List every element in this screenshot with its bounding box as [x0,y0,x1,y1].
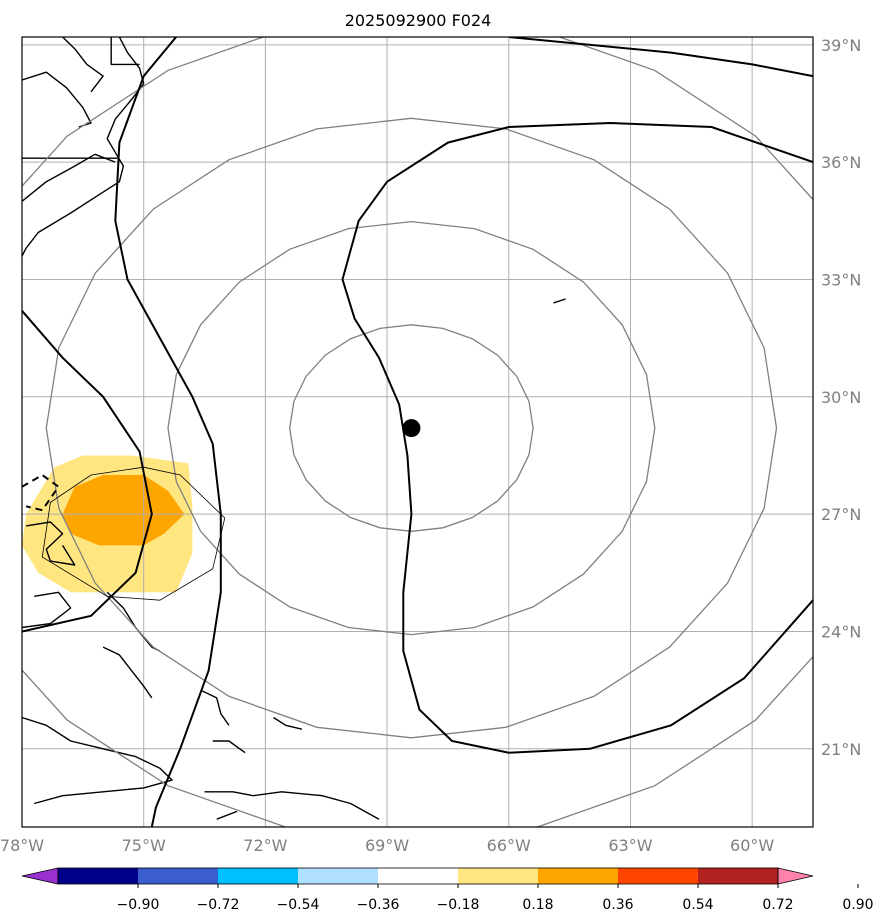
colorbar-tick-label: 0.54 [682,897,713,913]
gridlines [22,37,813,827]
contour-dashed-sw [22,473,60,512]
shade-level-0-36 [62,475,185,546]
range-rings [22,37,813,827]
longitude-labels: 78°W 75°W 72°W 69°W 66°W 63°W 60°W [0,836,774,855]
colorbar-tick-label: −0.90 [117,897,160,913]
range-ring-3 [45,117,778,739]
lat-tick-label: 21°N [821,740,861,759]
map-frame [21,36,814,828]
colorbar-bin [458,868,538,884]
contour-solid-west [114,37,222,827]
colorbar: −0.90 −0.72 −0.54 −0.36 −0.18 0.18 0.36 0.54 0.7… [21,867,874,913]
coastline-segment [62,37,104,93]
coastline-segment [22,153,116,202]
lon-tick-label: 75°W [122,836,166,855]
latitude-labels: 21°N 24°N 27°N 30°N 33°N 36°N 39°N [821,36,861,759]
coastline-segment [273,716,303,730]
storm-center-layer [402,419,421,438]
lon-tick-label: 72°W [243,836,287,855]
colorbar-tick-label: −0.18 [437,897,480,913]
colorbar-tick-label: −0.54 [277,897,320,913]
contour-solid-ne [508,37,813,78]
coastlines [22,37,566,820]
coastline-segment [204,791,380,820]
lat-tick-label: 36°N [821,153,861,172]
contour-solid-sw [22,310,153,633]
coastline-segment [106,591,161,652]
coastline-segment [22,71,92,128]
lon-tick-label: 63°W [608,836,652,855]
colorbar-extend-low [21,867,59,885]
storm-center-marker [402,419,421,438]
colorbar-tick-label: 0.90 [842,897,873,913]
coastline-segment [216,810,238,820]
colorbar-tick-label: 0.18 [522,897,553,913]
lat-tick-label: 30°N [821,388,861,407]
coastline-segment [102,646,153,699]
coastline-segment [22,591,72,629]
colorbar-tick-label: 0.36 [602,897,633,913]
lat-tick-label: 33°N [821,270,861,289]
coastline-segment [22,37,145,257]
coastline-segment [212,740,246,754]
colorbar-bin [218,868,298,884]
lon-tick-label: 60°W [730,836,774,855]
lat-tick-label: 39°N [821,36,861,55]
lon-tick-label: 66°W [487,836,531,855]
coastline-segment [200,689,230,726]
lon-tick-label: 69°W [365,836,409,855]
colorbar-bin [698,868,778,884]
colorbar-outline [57,867,779,885]
colorbar-tick-label: −0.72 [197,897,240,913]
contour-solid-east [341,121,813,754]
lat-tick-label: 27°N [821,505,861,524]
coastline-segment [25,521,76,566]
state-border [110,37,140,66]
colorbar-bin [538,868,618,884]
colorbar-bin [298,868,378,884]
lat-tick-label: 24°N [821,622,861,641]
colorbar-bin [618,868,698,884]
lon-tick-label: 78°W [0,836,44,855]
coastline-segment [22,716,173,805]
colorbar-extend-high [777,867,814,885]
shaded-anomaly-layer [22,455,193,593]
colorbar-tick-label: 0.72 [762,897,793,913]
contour-thin-sw [41,466,226,601]
map-body [22,37,813,827]
colorbar-bin [378,868,458,884]
range-ring-1 [289,324,534,532]
colorbar-bin [58,868,138,884]
range-ring-2 [167,220,656,636]
colorbar-bin [138,868,218,884]
colorbar-tick-label: −0.36 [357,897,400,913]
coastline-segment [553,298,566,304]
chart-title: 2025092900 F024 [345,11,492,30]
range-ring-4 [22,37,813,827]
